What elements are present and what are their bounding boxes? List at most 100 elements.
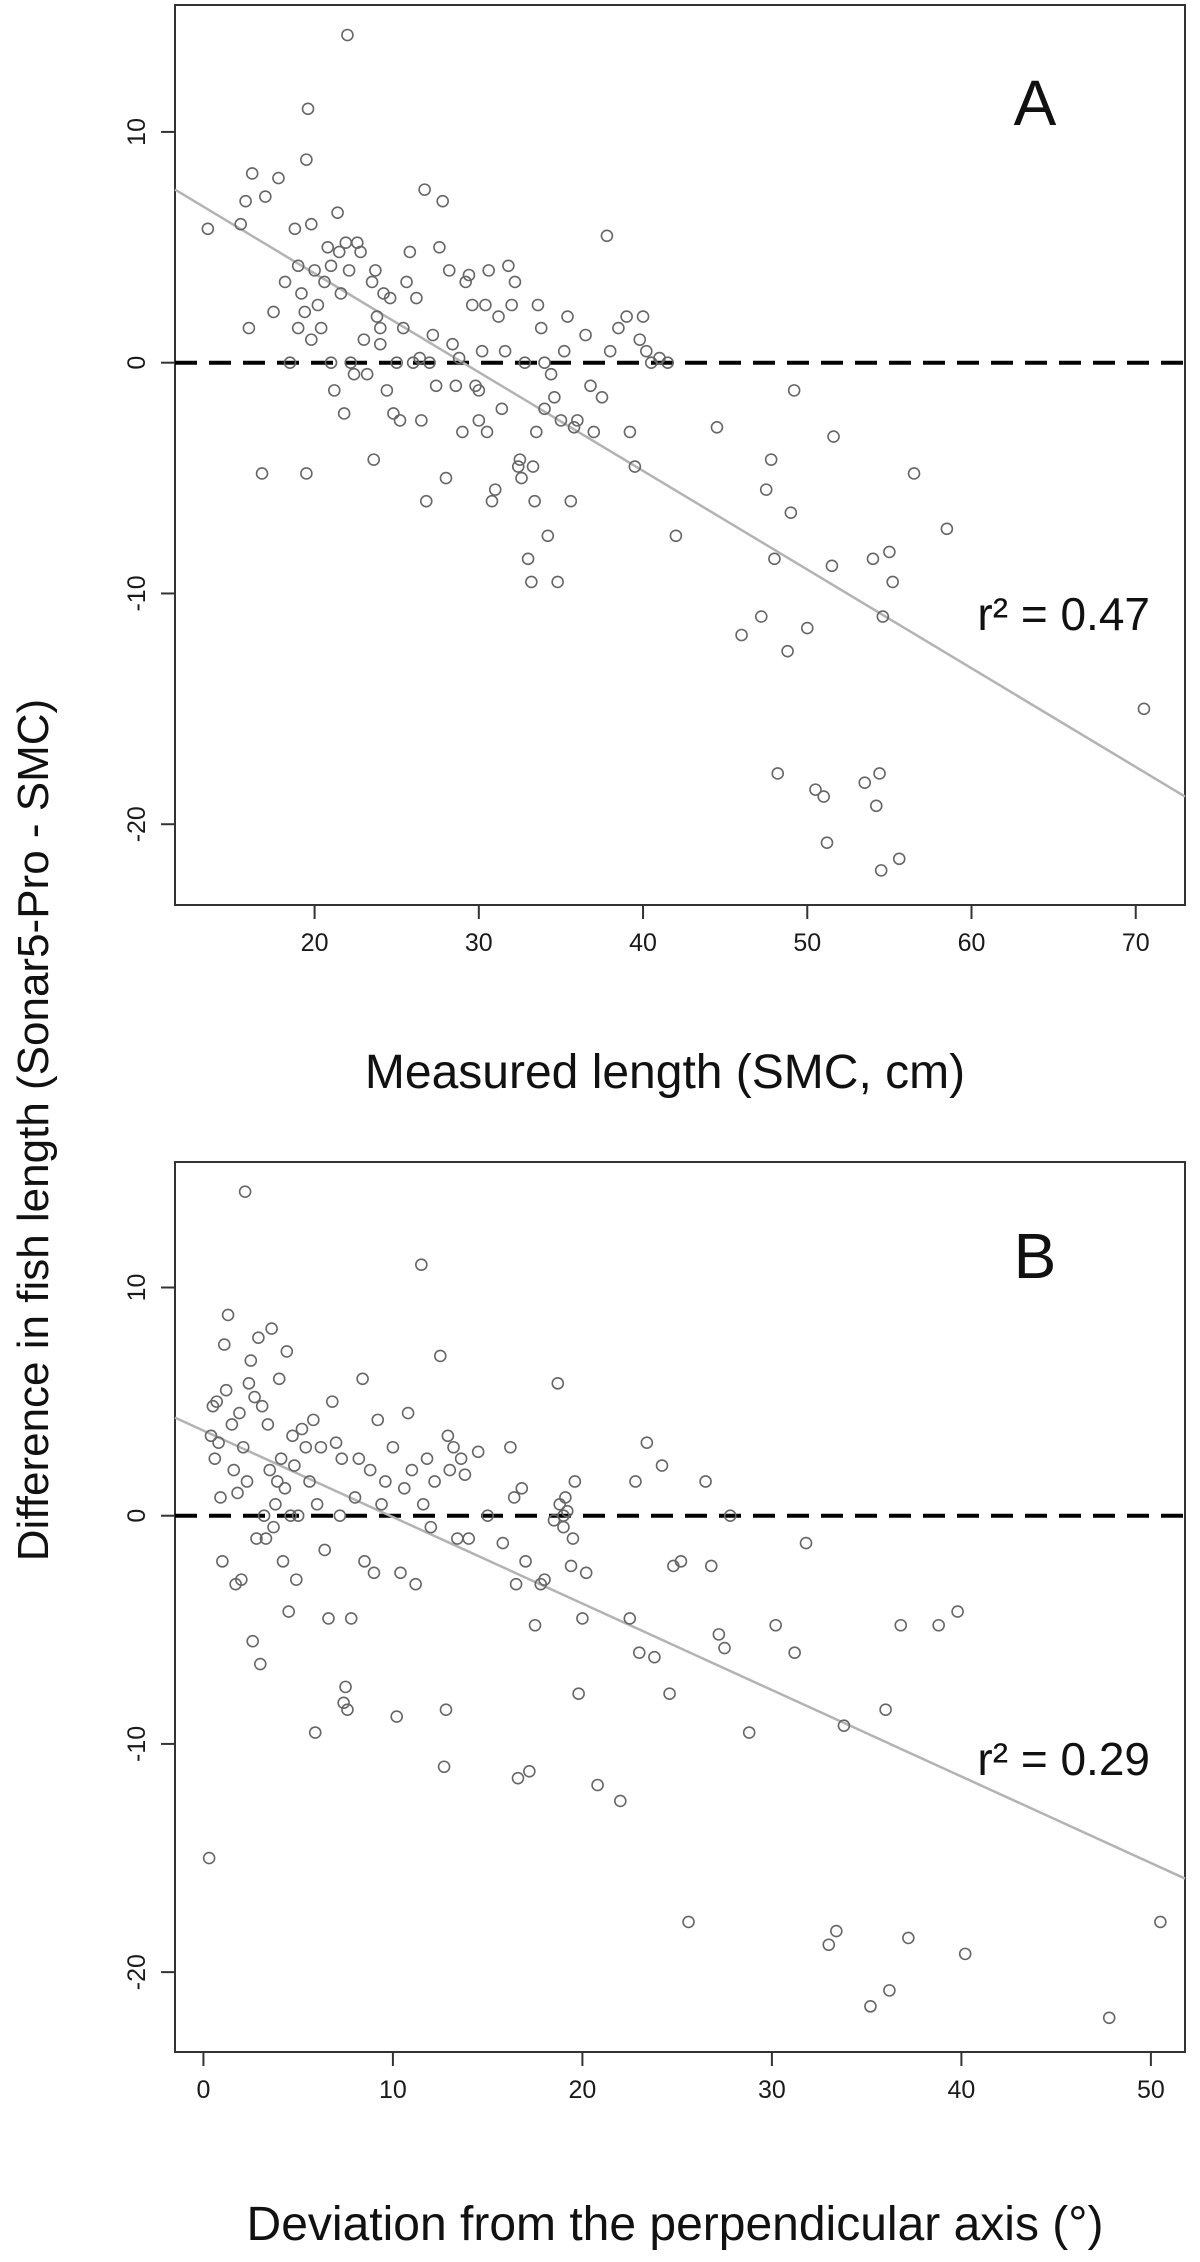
panel-a-data-point <box>488 483 502 496</box>
panel-a-data-point <box>866 552 880 566</box>
panel-a-data-point <box>234 217 247 231</box>
panel-a-data-point <box>472 384 486 397</box>
panel-a-data-point <box>341 28 354 42</box>
panel-b-data-point <box>416 1498 430 1511</box>
panel-a-data-point <box>571 414 584 427</box>
panel-b-data-point <box>663 1687 676 1701</box>
panel-b-data-point <box>352 1452 366 1465</box>
panel-b-data-point <box>557 1520 570 1534</box>
panel-a-data-point <box>354 245 367 259</box>
panel-b-y-tick-label: -20 <box>123 1954 151 1990</box>
panel-a-data-point <box>436 194 449 208</box>
panel-a-data-point <box>781 644 794 658</box>
panel-a-data-point <box>825 559 839 573</box>
panel-a-data-point <box>623 425 637 439</box>
panel-a-data-point <box>365 275 379 289</box>
panel-a-data-point <box>940 522 954 536</box>
panel-a-data-point <box>308 264 321 277</box>
panel-a-data-points <box>201 28 1151 877</box>
panel-b-data-point <box>267 1520 280 1534</box>
panel-b-x-axis-title: Deviation from the perpendicular axis (°… <box>247 2198 1104 2251</box>
panel-a-data-point <box>873 767 886 780</box>
panel-b-x-axis: 0 10 20 30 40 50 <box>196 2052 1165 2104</box>
panel-a-data-point <box>528 494 541 508</box>
panel-b-data-point <box>1154 1915 1167 1929</box>
panel-a-data-point <box>482 264 495 277</box>
panel-b-data-point <box>299 1440 313 1454</box>
panel-a-chart: -20 -10 0 10 20 30 40 50 60 70 A r² = 0.47 Measu… <box>123 4 1186 1099</box>
panel-b-data-point <box>348 1491 362 1504</box>
panel-b-data-point <box>394 1566 407 1580</box>
panel-b-data-point <box>439 1703 453 1716</box>
panel-b-data-point <box>274 1452 288 1465</box>
panel-a-y-axis: -20 -10 0 10 <box>123 118 175 842</box>
panel-b-data-point <box>515 1482 529 1495</box>
panel-a-data-point <box>502 259 515 273</box>
panel-b-data-point <box>329 1436 343 1449</box>
panel-a-data-point <box>1137 702 1151 716</box>
panel-a-data-point <box>239 194 252 208</box>
panel-a-data-point <box>567 421 581 434</box>
panel-a-data-point <box>505 298 518 312</box>
panel-a-data-point <box>534 321 548 335</box>
panel-b-x-tick-label: 40 <box>947 2076 975 2104</box>
panel-b-data-point <box>409 1577 422 1591</box>
panel-a-data-point <box>324 259 338 273</box>
panel-a-data-point <box>419 494 433 508</box>
panel-b-data-point <box>286 1429 299 1443</box>
panel-b-data-point <box>742 1726 756 1739</box>
panel-a-data-point <box>449 379 463 393</box>
panel-b-data-point <box>682 1915 695 1929</box>
panel-b-data-point <box>272 1372 286 1386</box>
panel-a-data-point <box>291 321 305 335</box>
panel-b-data-point <box>932 1618 945 1632</box>
panel-a-y-tick-label: 10 <box>123 118 151 146</box>
panel-b-data-point <box>704 1559 718 1573</box>
panel-b-data-point <box>441 1429 455 1443</box>
panel-a-data-point <box>579 328 592 342</box>
panel-a-data-point <box>869 799 883 813</box>
panel-b-plot-frame <box>174 1161 1186 2053</box>
panel-b-data-point <box>951 1605 964 1618</box>
panel-b-data-point <box>397 1482 411 1495</box>
panel-a-data-point <box>410 291 423 305</box>
panel-a-x-tick-label: 20 <box>301 929 329 957</box>
panel-a-data-point <box>452 351 466 365</box>
panel-b-data-point <box>504 1440 517 1454</box>
panel-a-data-point <box>521 552 535 566</box>
panel-a-data-point <box>636 310 650 323</box>
panel-b-data-point <box>240 1475 254 1488</box>
panel-b-data-point <box>883 1984 896 1997</box>
panel-a-data-point <box>393 414 407 427</box>
panel-a-data-point <box>768 552 781 566</box>
panel-b-y-axis: -20 -10 0 10 <box>123 1274 175 1990</box>
panel-b-data-point <box>238 1185 252 1198</box>
panel-b-data-point <box>528 1618 542 1632</box>
panel-b-data-point <box>291 1509 305 1523</box>
panel-a-data-point <box>465 298 479 312</box>
panel-b-data-point <box>564 1559 578 1573</box>
panel-b-data-point <box>640 1436 654 1449</box>
panel-b-data-point <box>339 1680 352 1694</box>
panel-b-data-point <box>1102 2011 1116 2025</box>
panel-b-data-point <box>250 1532 263 1545</box>
panel-b-data-point <box>523 1765 536 1778</box>
panel-a-data-point <box>423 356 436 369</box>
panel-b-data-point <box>335 1452 349 1465</box>
panel-b-data-point <box>879 1703 892 1716</box>
panel-a-data-point <box>886 575 899 589</box>
panel-b-y-tick-label: 0 <box>123 1509 151 1523</box>
panel-a-data-point <box>754 610 768 623</box>
panel-a-data-point <box>321 241 335 254</box>
panel-b-data-point <box>712 1628 726 1641</box>
panel-b-data-point <box>830 1924 843 1938</box>
panel-b-data-point <box>559 1491 572 1504</box>
panel-b-data-point <box>538 1573 551 1586</box>
panel-a-data-point <box>367 453 381 466</box>
panel-b-data-point <box>568 1475 582 1488</box>
panel-a-data-point <box>817 790 830 803</box>
panel-b-data-point <box>337 1696 350 1710</box>
panel-a-data-point <box>554 414 568 427</box>
panel-a-x-axis-title: Measured length (SMC, cm) <box>365 1046 965 1099</box>
panel-b-x-tick-label: 30 <box>758 2076 786 2104</box>
